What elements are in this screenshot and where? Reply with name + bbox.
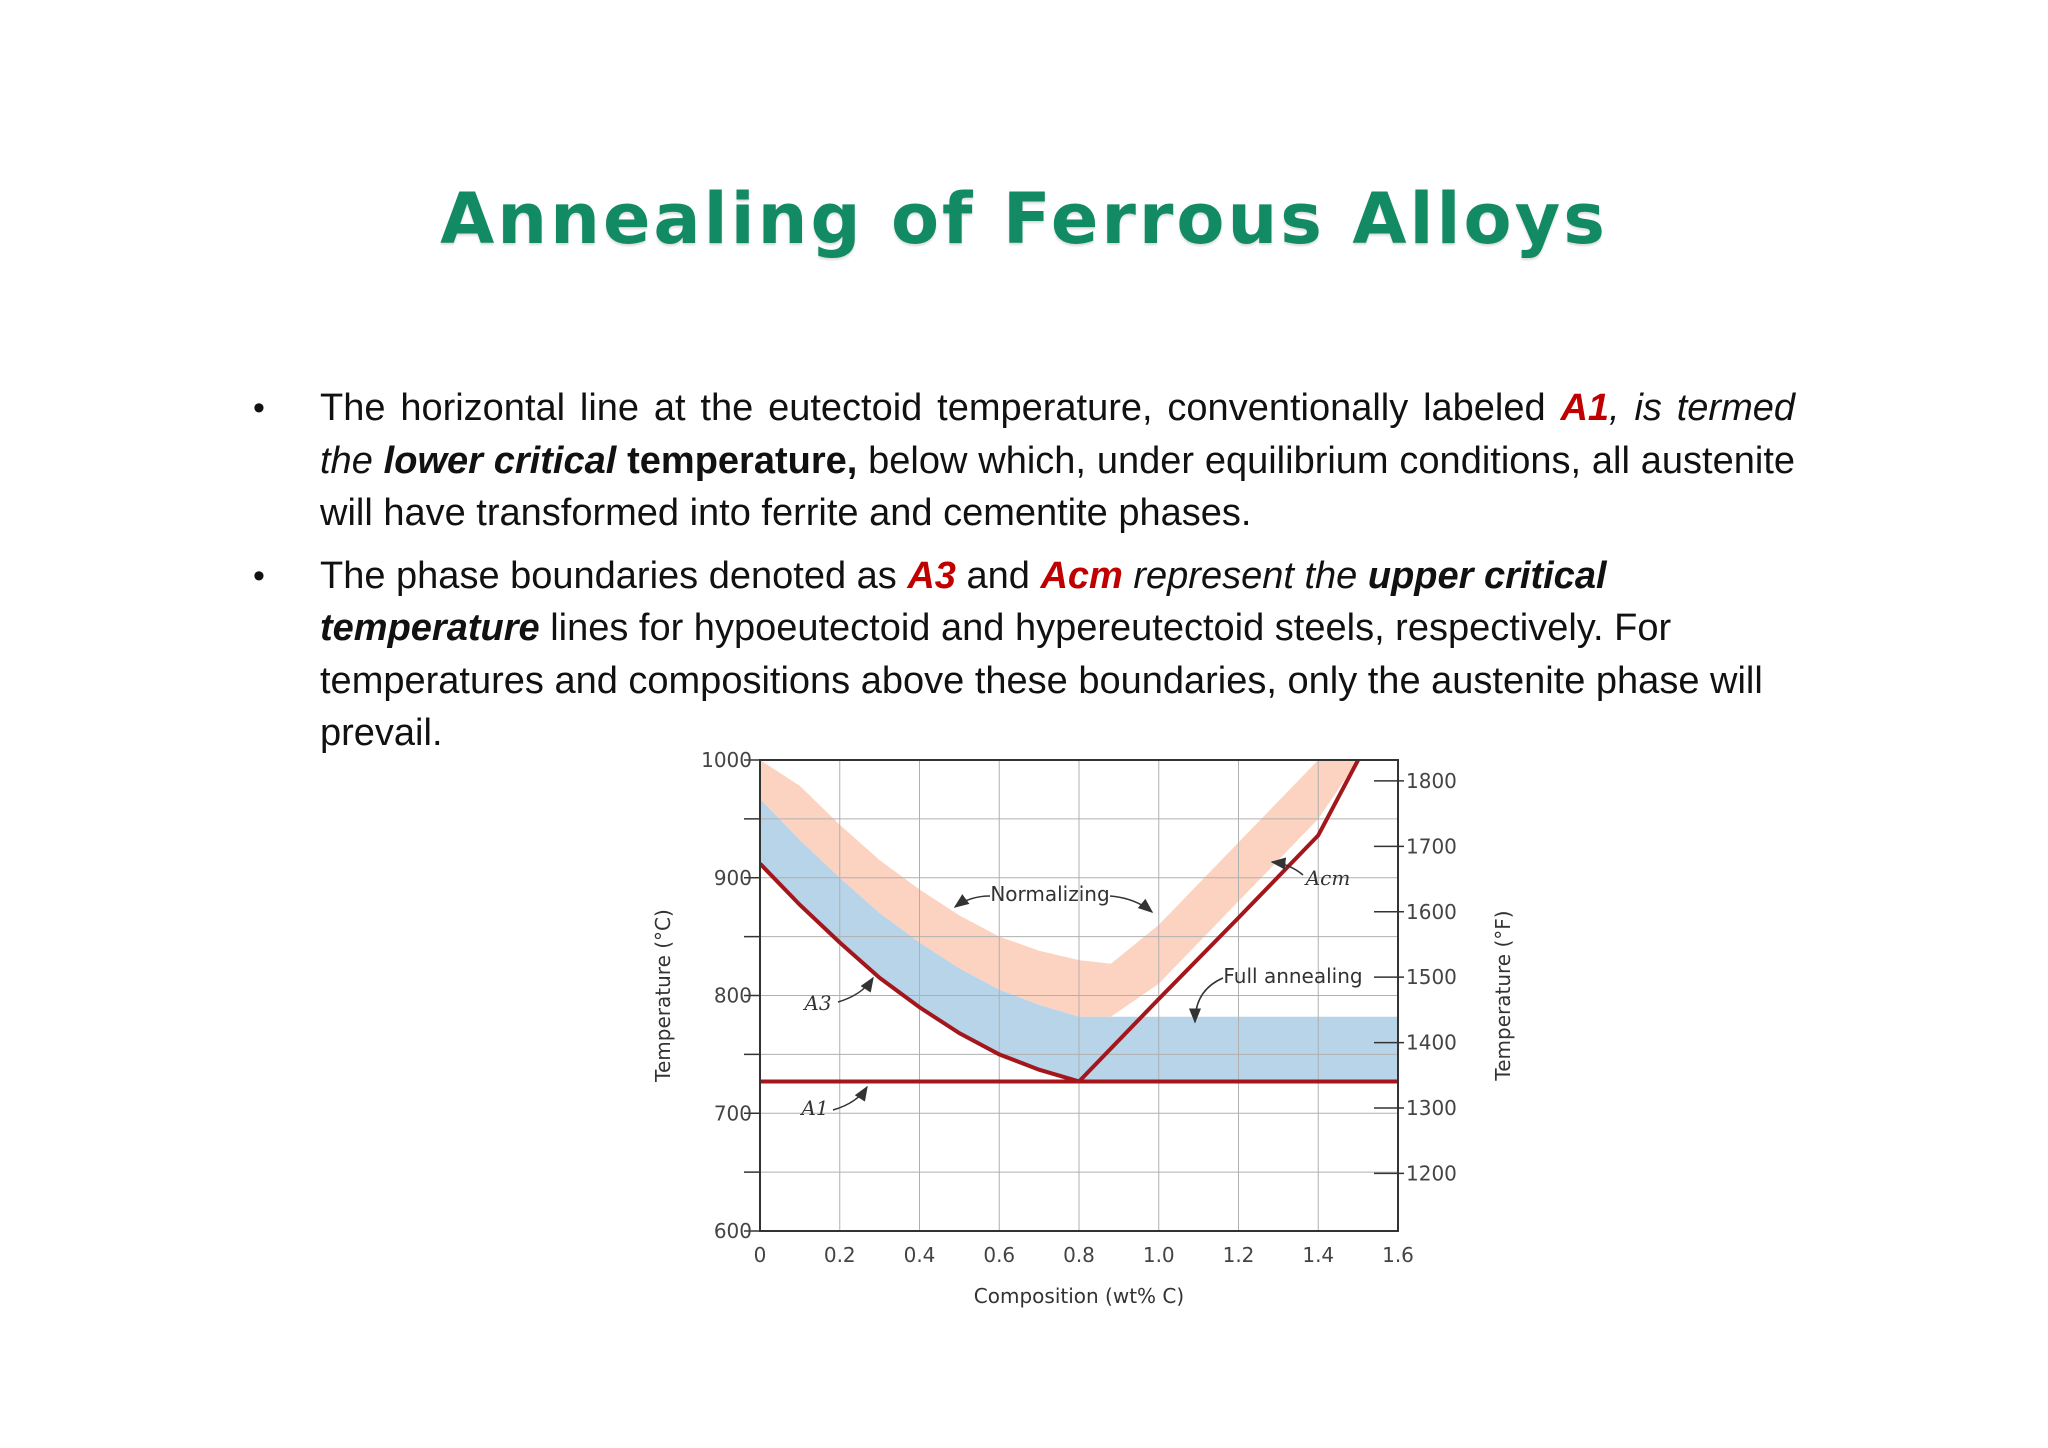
x-tick-label: 0.4 [904, 1243, 936, 1267]
y-right-tick-label: 1600 [1406, 900, 1457, 924]
bullet-list: • The horizontal line at the eutectoid te… [245, 382, 1795, 770]
y-axis-label: Temperature (°C) [651, 909, 675, 1083]
y-right-tick-label: 1200 [1406, 1161, 1457, 1185]
a3-arrow [837, 976, 874, 1003]
x-tick-label: 0 [754, 1243, 767, 1267]
x-tick-label: 1.4 [1302, 1243, 1334, 1267]
slide-title: Annealing of Ferrous Alloys [440, 178, 1608, 260]
series-line-acm [1077, 760, 1360, 1083]
lower-critical-term: lower critical [383, 439, 617, 482]
x-tick-label: 0.8 [1063, 1243, 1095, 1267]
y-tick-label: 800 [714, 984, 752, 1008]
x-axis-label: Composition (wt% C) [974, 1284, 1184, 1308]
bullet-text: termed the [320, 387, 1795, 482]
x-tick-label: 1.0 [1143, 1243, 1175, 1267]
y-right-tick-label: 1400 [1406, 1031, 1457, 1055]
temperature-term: temperature, [616, 439, 858, 482]
bullet-dot-icon: • [253, 389, 265, 427]
bullet-dot-icon: • [253, 556, 265, 595]
y-right-tick-label: 1700 [1406, 834, 1457, 858]
y-right-tick-label: 1300 [1406, 1096, 1457, 1120]
x-tick-label: 1.2 [1223, 1243, 1255, 1267]
normalizing-arrow-left [953, 894, 991, 908]
bullet-text: The horizontal line at the eutectoid tem… [320, 387, 1561, 429]
bullet-item: • The phase boundaries denoted as A3 and … [245, 550, 1795, 760]
x-tick-label: 1.6 [1382, 1243, 1414, 1267]
bullet-text: represent the [1122, 554, 1368, 597]
bullet-text: The phase boundaries denoted as [320, 554, 908, 597]
y-tick-label: 700 [714, 1101, 752, 1125]
bullet-text: below which, under equilibrium condition… [320, 439, 1796, 535]
bullet-item: • The horizontal line at the eutectoid te… [245, 382, 1795, 540]
y-tick-label: 1000 [701, 748, 752, 772]
a3-annotation: A3 [802, 991, 831, 1015]
a3-label: A3 [907, 554, 956, 597]
upper-critical-term: upper critical temperature [320, 554, 1607, 650]
y-tick-label: 900 [714, 866, 752, 890]
normalizing-annotation: Normalizing [990, 882, 1109, 906]
bullet-text: and [955, 554, 1041, 597]
acm-label: Acm [1040, 554, 1123, 597]
full-annealing-annotation: Full annealing [1223, 964, 1362, 988]
x-tick-label: 0.2 [824, 1243, 856, 1267]
bullet-text: lines for hypoeutectoid and hypereutecto… [320, 607, 1763, 754]
y-right-tick-label: 1800 [1406, 769, 1457, 793]
y-right-tick-label: 1500 [1406, 965, 1457, 989]
series-line-a3 [760, 862, 1080, 1084]
y-tick-label: 600 [714, 1219, 752, 1243]
a1-arrow [832, 1085, 868, 1111]
a1-annotation: A1 [799, 1096, 828, 1120]
acm-annotation: Acm [1304, 866, 1351, 890]
bullet-text: , is [1609, 387, 1662, 429]
full-annealing-arrow [1189, 977, 1224, 1024]
acm-arrow [1270, 857, 1304, 876]
normalizing-arrow-right [1109, 895, 1154, 913]
a1-label: A1 [1560, 387, 1610, 429]
y-axis-right-label: Temperature (°F) [1491, 910, 1515, 1081]
x-tick-label: 0.6 [983, 1243, 1015, 1267]
